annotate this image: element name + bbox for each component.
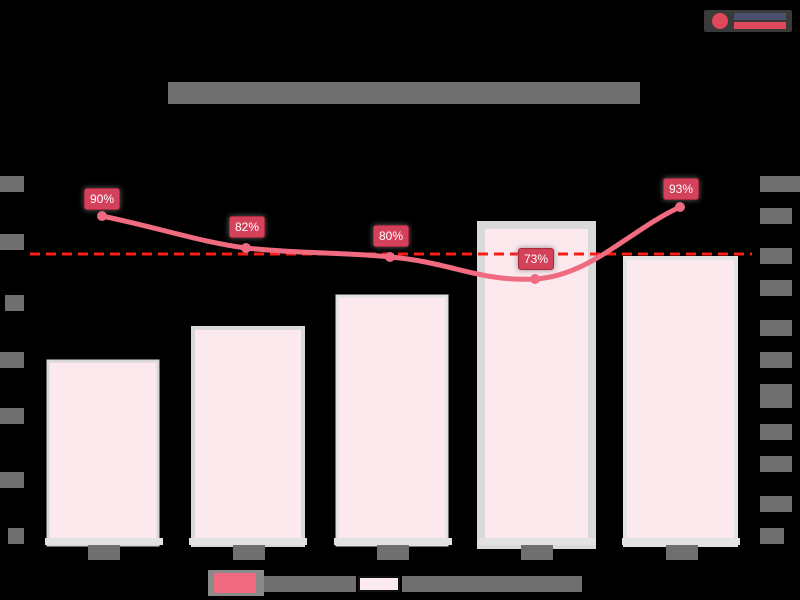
x-axis-label: [88, 545, 120, 560]
x-axis-label: [377, 545, 409, 560]
line-point[interactable]: [675, 202, 685, 212]
line-point[interactable]: [241, 243, 251, 253]
legend-label-line: [264, 576, 356, 592]
legend-swatch-line-fill: [214, 573, 256, 593]
right-axis-label: [760, 208, 792, 224]
right-axis-label: [760, 248, 792, 264]
legend-swatch-bar[interactable]: [358, 576, 400, 592]
bar[interactable]: [477, 221, 596, 549]
data-label: 90%: [84, 188, 121, 210]
x-axis-label: [666, 545, 698, 560]
line-point[interactable]: [530, 274, 540, 284]
right-axis-label: [760, 424, 792, 440]
bar-series: [46, 221, 738, 549]
x-axis-label: [233, 545, 265, 560]
left-axis-label: [0, 472, 24, 488]
legend-label-bar: [402, 576, 582, 592]
left-axis-label: [0, 408, 24, 424]
left-axis-label: [0, 352, 24, 368]
logo-text-top: [734, 13, 786, 20]
right-axis-label: [760, 280, 792, 296]
bar[interactable]: [46, 359, 160, 547]
right-axis-label: [760, 496, 792, 512]
right-axis-label: [760, 528, 784, 544]
logo-mark-icon: [712, 13, 728, 29]
right-axis-label: [760, 320, 792, 336]
bar[interactable]: [335, 294, 449, 547]
data-label: 73%: [518, 248, 555, 270]
chart-title: [168, 82, 640, 104]
left-axis-label: [0, 234, 24, 250]
right-axis-label: [760, 384, 792, 408]
bar[interactable]: [623, 256, 738, 547]
right-axis-label: [760, 176, 800, 192]
bar[interactable]: [191, 326, 305, 547]
x-axis-label: [521, 545, 553, 560]
logo-text-bottom: [734, 22, 786, 29]
line-point[interactable]: [97, 211, 107, 221]
right-axis-label: [760, 352, 792, 368]
data-label: 82%: [229, 216, 266, 238]
brand-logo: [704, 10, 792, 32]
data-label: 93%: [663, 178, 700, 200]
left-axis-label: [5, 295, 24, 311]
left-axis-label: [8, 528, 24, 544]
data-label: 80%: [373, 225, 410, 247]
left-axis-label: [0, 176, 24, 192]
line-point[interactable]: [385, 252, 395, 262]
right-axis-label: [760, 456, 792, 472]
